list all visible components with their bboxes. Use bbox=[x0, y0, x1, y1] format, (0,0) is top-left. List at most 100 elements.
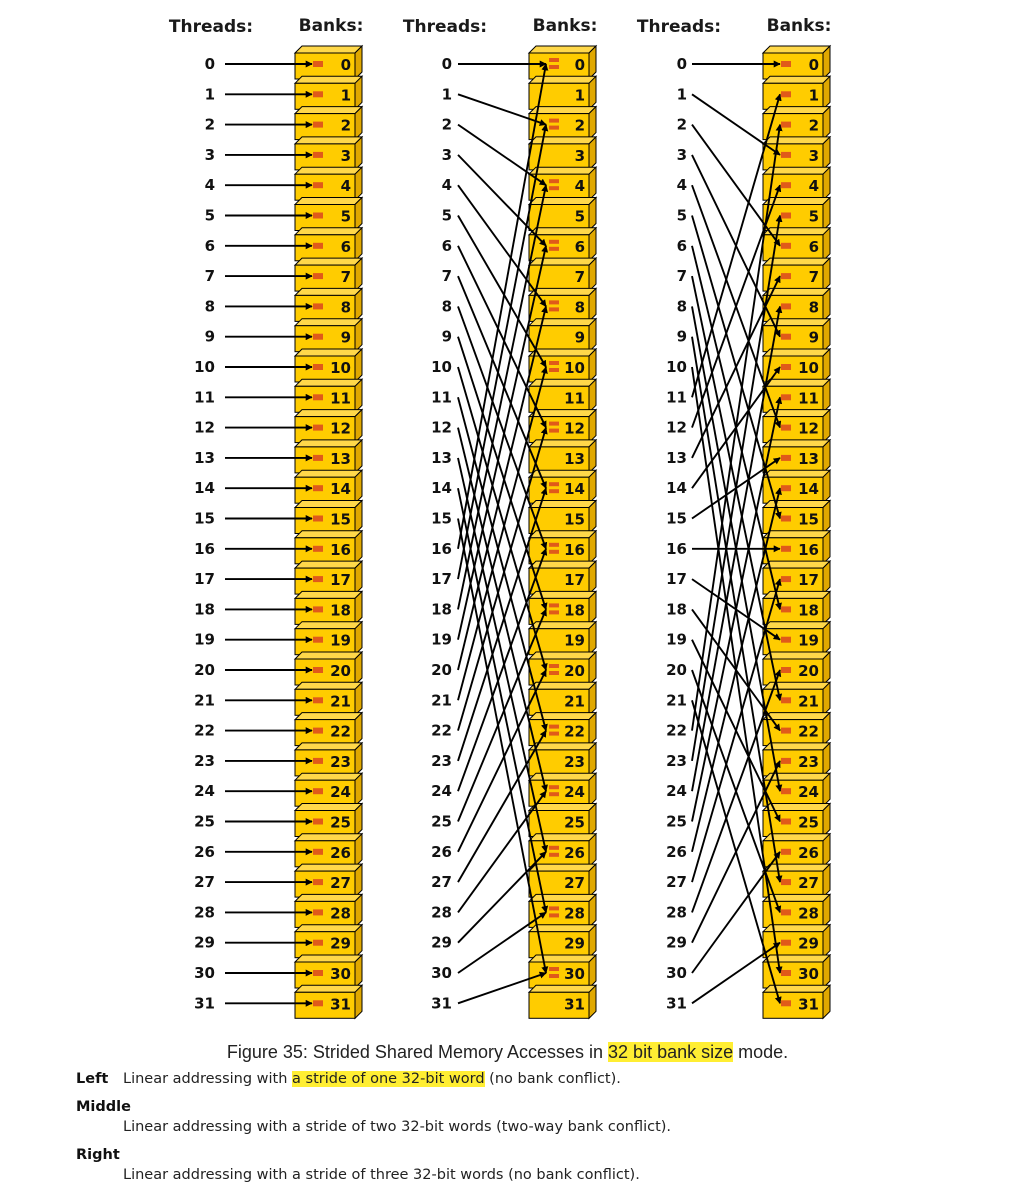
thread-label-right-8: 8 bbox=[677, 297, 687, 315]
thread-label-left-22: 22 bbox=[194, 722, 215, 740]
bank-left-30: 30 bbox=[293, 953, 364, 990]
bank-left-18: 18 bbox=[293, 590, 364, 626]
thread-label-left-31: 31 bbox=[194, 994, 215, 1012]
bank-left-12: 12 bbox=[293, 408, 364, 444]
bank-top-face bbox=[527, 893, 598, 902]
bank-number: 18 bbox=[330, 601, 351, 619]
bank-marker bbox=[781, 424, 791, 431]
bank-marker bbox=[781, 364, 791, 370]
thread-label-middle-13: 13 bbox=[431, 449, 452, 467]
bank-marker bbox=[313, 636, 323, 643]
bank-top-face bbox=[761, 439, 832, 448]
thread-label-left-30: 30 bbox=[194, 964, 215, 982]
bank-front-face bbox=[294, 900, 356, 928]
access-arrow-middle-14 bbox=[457, 488, 549, 914]
thread-label-right-1: 1 bbox=[677, 85, 687, 103]
bank-marker bbox=[781, 606, 791, 613]
bank-marker bbox=[549, 421, 559, 426]
bank-number: 17 bbox=[330, 571, 351, 589]
bank-top-face bbox=[527, 45, 598, 54]
bank-left-15: 15 bbox=[293, 499, 364, 535]
bank-top-face bbox=[293, 772, 364, 781]
thread-label-right-9: 9 bbox=[677, 328, 687, 346]
bank-marker bbox=[549, 428, 559, 433]
bank-marker bbox=[313, 333, 323, 340]
bank-right-21: 21 bbox=[761, 681, 832, 717]
bank-top-face bbox=[761, 500, 832, 508]
bank-middle-20: 20 bbox=[527, 650, 598, 687]
thread-label-left-21: 21 bbox=[194, 691, 215, 709]
bank-left-13: 13 bbox=[293, 438, 364, 475]
bank-top-face bbox=[293, 984, 364, 993]
thread-label-right-17: 17 bbox=[666, 570, 687, 588]
thread-label-right-3: 3 bbox=[677, 146, 687, 164]
bank-left-6: 6 bbox=[293, 226, 364, 263]
thread-label-middle-25: 25 bbox=[431, 813, 452, 831]
bank-number: 19 bbox=[564, 632, 585, 650]
thread-label-right-12: 12 bbox=[666, 419, 687, 437]
bank-number: 14 bbox=[330, 480, 351, 498]
bank-number: 29 bbox=[798, 935, 819, 953]
thread-label-middle-1: 1 bbox=[442, 85, 452, 103]
bank-top-face bbox=[293, 227, 364, 236]
bank-number: 8 bbox=[575, 298, 585, 316]
bank-number: 15 bbox=[798, 511, 819, 529]
bank-right-11: 11 bbox=[761, 378, 832, 414]
bank-front-face bbox=[762, 294, 824, 322]
bank-right-8: 8 bbox=[761, 287, 832, 323]
bank-top-face bbox=[527, 75, 598, 84]
thread-label-left-7: 7 bbox=[205, 267, 215, 285]
bank-right-18: 18 bbox=[761, 590, 832, 626]
bank-top-face bbox=[527, 651, 598, 660]
bank-top-face bbox=[293, 348, 364, 357]
bank-top-face bbox=[293, 833, 364, 842]
thread-label-right-24: 24 bbox=[666, 782, 687, 800]
bank-left-4: 4 bbox=[293, 165, 364, 202]
bank-number: 26 bbox=[798, 844, 819, 862]
bank-marker bbox=[313, 606, 323, 613]
bank-top-face bbox=[761, 712, 832, 721]
bank-number: 24 bbox=[798, 783, 819, 801]
bank-front-face bbox=[294, 476, 356, 504]
bank-top-face bbox=[293, 469, 364, 478]
access-arrow-right-27 bbox=[691, 578, 782, 883]
bank-marker bbox=[313, 424, 323, 431]
thread-label-left-3: 3 bbox=[205, 146, 215, 164]
access-arrow-right-30 bbox=[691, 851, 781, 974]
bank-top-face bbox=[761, 984, 832, 993]
bank-number: 3 bbox=[575, 147, 585, 165]
bank-left-2: 2 bbox=[293, 105, 364, 141]
bank-number: 5 bbox=[809, 208, 819, 226]
bank-right-22: 22 bbox=[761, 711, 832, 747]
bank-top-face bbox=[293, 863, 364, 872]
thread-label-left-26: 26 bbox=[194, 843, 215, 861]
bank-marker bbox=[549, 664, 559, 668]
bank-middle-26: 26 bbox=[527, 832, 598, 869]
access-arrow-right-26 bbox=[691, 487, 782, 853]
bank-top-face bbox=[293, 378, 364, 387]
bank-right-4: 4 bbox=[761, 165, 832, 202]
bank-marker bbox=[549, 239, 559, 244]
thread-label-left-15: 15 bbox=[194, 510, 215, 528]
thread-label-right-5: 5 bbox=[677, 207, 687, 225]
bank-number: 25 bbox=[330, 814, 351, 832]
thread-label-middle-16: 16 bbox=[431, 540, 452, 558]
bank-top-face bbox=[293, 106, 364, 115]
bank-top-face bbox=[527, 984, 598, 993]
bank-number: 28 bbox=[798, 904, 819, 922]
bank-top-face bbox=[293, 45, 364, 54]
bank-number: 15 bbox=[330, 511, 351, 529]
bank-marker bbox=[781, 667, 791, 673]
access-arrow-middle-28 bbox=[457, 790, 547, 913]
definition-desc-right: Linear addressing with a stride of three… bbox=[123, 1167, 640, 1183]
bank-top-face bbox=[527, 712, 598, 721]
bank-number: 9 bbox=[809, 329, 819, 347]
bank-top-face bbox=[761, 45, 832, 54]
bank-front-face bbox=[294, 840, 356, 868]
bank-right-5: 5 bbox=[761, 196, 832, 232]
bank-right-17: 17 bbox=[761, 559, 832, 596]
bank-number: 20 bbox=[798, 662, 819, 680]
thread-label-left-2: 2 bbox=[205, 116, 215, 134]
bank-front-face bbox=[294, 688, 356, 716]
bank-left-20: 20 bbox=[293, 650, 364, 687]
